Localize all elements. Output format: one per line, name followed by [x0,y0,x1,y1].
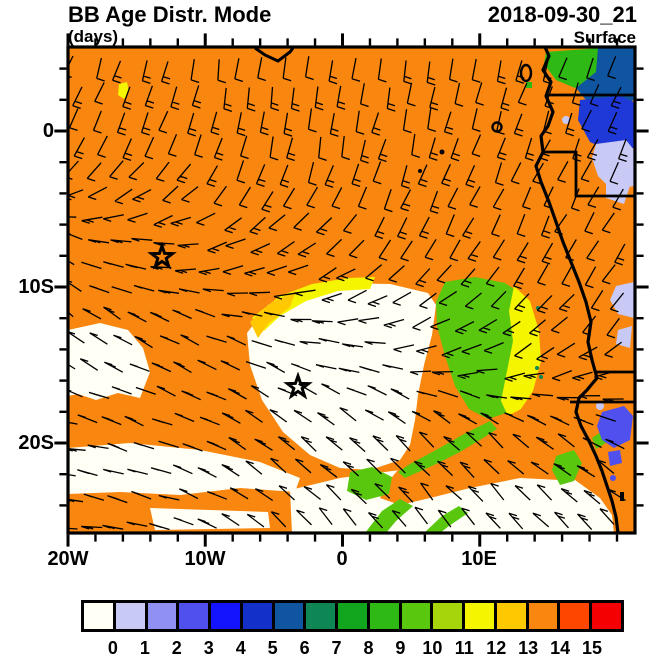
star-marker-south [283,371,313,400]
x-axis-label: 0 [336,548,348,570]
colorbar-tick-label: 15 [582,638,603,658]
units-label: (days) [68,27,119,46]
x-axis-label: 10W [184,548,226,570]
region-green-streak-a [398,421,497,478]
country-border-0 [543,150,634,198]
colorbar-tick-label: 0 [107,638,118,658]
region-se-blue-2 [608,450,622,466]
region-green-streak-c [365,499,413,533]
island-oval [519,63,533,83]
blue-dot [610,475,616,481]
map-frame [66,45,637,535]
darkgreen-dot-2 [535,366,539,370]
colorbar-tick-label: 6 [299,638,310,658]
colorbar-cell [592,603,622,629]
region-white-central [247,283,436,470]
region-white-bit-2 [298,500,330,520]
colorbar-tick-label: 10 [422,638,443,658]
colorbar [81,600,624,632]
x-axis-label: 20W [47,548,89,570]
colorbar-cell [211,603,243,629]
colorbar-tick-label: 9 [395,638,406,658]
region-ne-green-dot [526,82,532,88]
coast-mark [620,492,624,501]
y-axis-label: 20S [18,432,54,454]
islet-dot-2 [418,169,422,173]
colorbar-tick-label: 8 [363,638,374,658]
region-ne-blue [578,96,634,152]
colorbar-cell [179,603,212,629]
colorbar-cell [115,603,148,629]
plot-timestamp: 2018-09-30_21 [487,2,637,27]
region-yellow-arc [252,277,375,331]
y-axis-label: 0 [42,120,54,142]
star-marker-north [147,241,177,270]
colorbar-cell [528,603,561,629]
colorbar-cell [84,603,116,629]
colorbar-cell [147,603,180,629]
colorbar-tick-label: 11 [454,638,474,658]
colorbar-tick-label: 13 [518,638,539,658]
colorbar-tick-label: 3 [203,638,214,658]
colorbar-cell [465,603,497,629]
region-se-blue [597,406,633,448]
axis-ticks [54,33,649,547]
islet-dot-1 [439,149,445,155]
colorbar-tick-label: 4 [235,638,246,658]
coastline [534,47,620,533]
colorbar-cell [338,603,370,629]
region-green-coast-1 [552,450,582,485]
colorbar-tick-label: 5 [267,638,278,658]
colorbar-cell [496,603,529,629]
colorbar-cell [306,603,339,629]
colorbar-cell [369,603,402,629]
darkgreen-dot-3 [539,375,543,379]
colorbar-cell [274,603,307,629]
region-ne-lavender-2 [606,180,630,204]
colorbar-cell [560,603,593,629]
colorbar-tick-label: 1 [139,638,150,658]
coastline-notch [254,47,295,63]
region-white-left-upper [68,323,150,400]
region-ne-lavender-1 [592,140,634,190]
lavender-dot [596,402,604,410]
colorbar-cell [242,603,275,629]
colorbar-tick-label: 14 [550,638,571,658]
region-white-bit-1 [150,508,270,530]
y-axis-label: 10S [18,276,54,298]
x-axis-label: 10E [461,548,497,570]
colorbar-cell [433,603,466,629]
colorbar-tick-label: 7 [331,638,342,658]
region-ne-teal [576,48,634,108]
region-yellow-blob-nw [118,82,129,99]
region-white-band-left [68,443,300,495]
plot-title: BB Age Distr. Mode [68,2,272,27]
map-content [68,47,635,533]
region-e-lavender-1 [610,282,634,318]
colorbar-cell [401,603,434,629]
colorbar-tick-label: 2 [171,638,182,658]
lavender-dot-coast [562,116,570,124]
colorbar-tick-label: 12 [486,638,507,658]
